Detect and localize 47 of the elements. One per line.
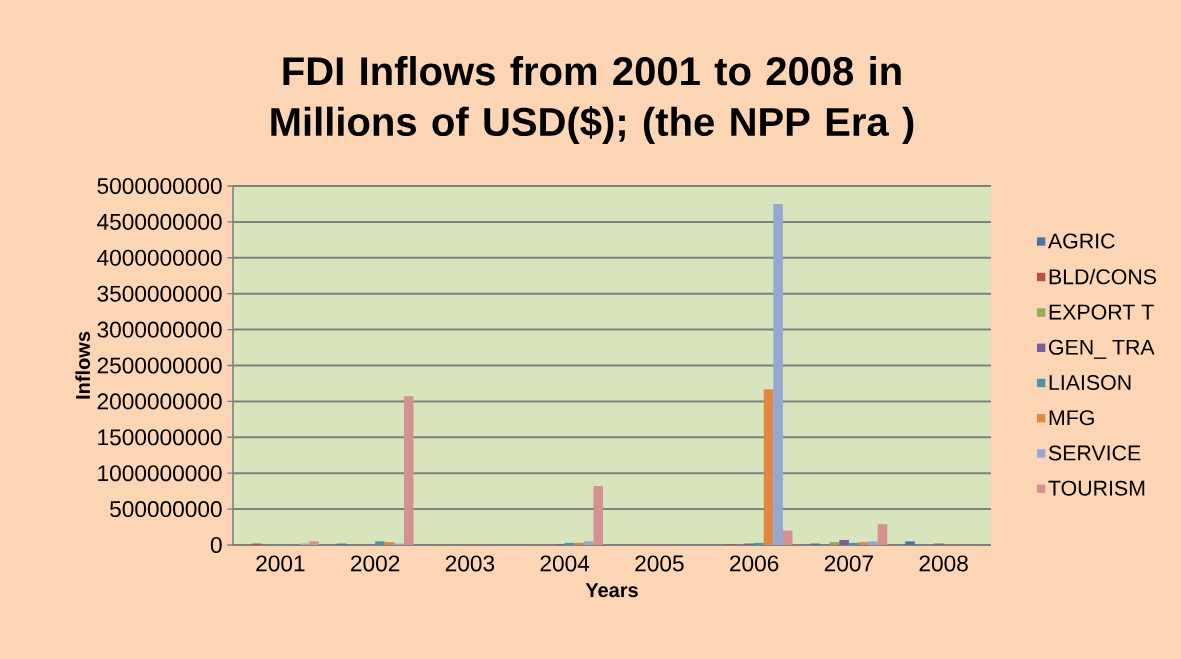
y-tick-label: 4500000000 (97, 213, 222, 230)
y-axis-title: Inflows (75, 331, 91, 399)
bar (858, 542, 869, 545)
legend-label: MFG (1049, 410, 1094, 426)
bar (583, 541, 594, 545)
bar (877, 524, 888, 545)
bar (905, 541, 915, 545)
x-axis-title: Years (585, 583, 638, 598)
bar (763, 389, 774, 545)
x-tick-label: 2003 (445, 555, 495, 572)
x-tick-label: 2004 (540, 555, 590, 572)
bar (782, 530, 793, 545)
bar (754, 542, 764, 545)
bar (868, 541, 878, 545)
legend-label: LIAISON (1049, 374, 1131, 391)
chart-title: FDI Inflows from 2001 to 2008 in Millions of USD($); (the NPP Era ) (271, 56, 914, 144)
y-tick-label: 500000000 (110, 501, 222, 518)
x-tick-label: 2007 (824, 555, 873, 572)
legend-label: TOURISM (1048, 480, 1145, 496)
legend-label: BLD/CONS (1049, 268, 1157, 285)
y-tick-label: 3500000000 (97, 285, 222, 302)
x-tick-label: 2002 (351, 555, 400, 572)
y-tick-label: 1500000000 (98, 429, 222, 446)
bar (384, 542, 395, 545)
x-tick-label: 2006 (730, 555, 779, 572)
legend-label: AGRIC (1048, 233, 1115, 249)
x-tick-label: 2005 (635, 555, 684, 572)
bar (773, 203, 783, 545)
bar (829, 542, 840, 545)
y-tick-label: 0 (210, 536, 222, 554)
bar (574, 542, 584, 545)
y-tick-label: 2500000000 (97, 357, 222, 374)
y-tick-label: 1000000000 (98, 465, 222, 482)
y-tick-label: 5000000000 (97, 177, 222, 195)
x-tick-label: 2008 (919, 555, 968, 572)
y-tick-label: 3000000000 (97, 321, 222, 338)
bar (309, 541, 319, 545)
bar (839, 539, 849, 545)
legend-label: GEN_ TRA (1049, 339, 1155, 359)
legend-label: EXPORT T (1049, 304, 1154, 320)
bar (593, 486, 604, 545)
bar (375, 541, 385, 545)
x-tick-label: 2001 (256, 555, 305, 572)
bar (403, 396, 414, 545)
y-tick-label: 4000000000 (97, 249, 222, 266)
y-tick-label: 2000000000 (97, 393, 222, 410)
legend-label: SERVICE (1048, 445, 1141, 461)
